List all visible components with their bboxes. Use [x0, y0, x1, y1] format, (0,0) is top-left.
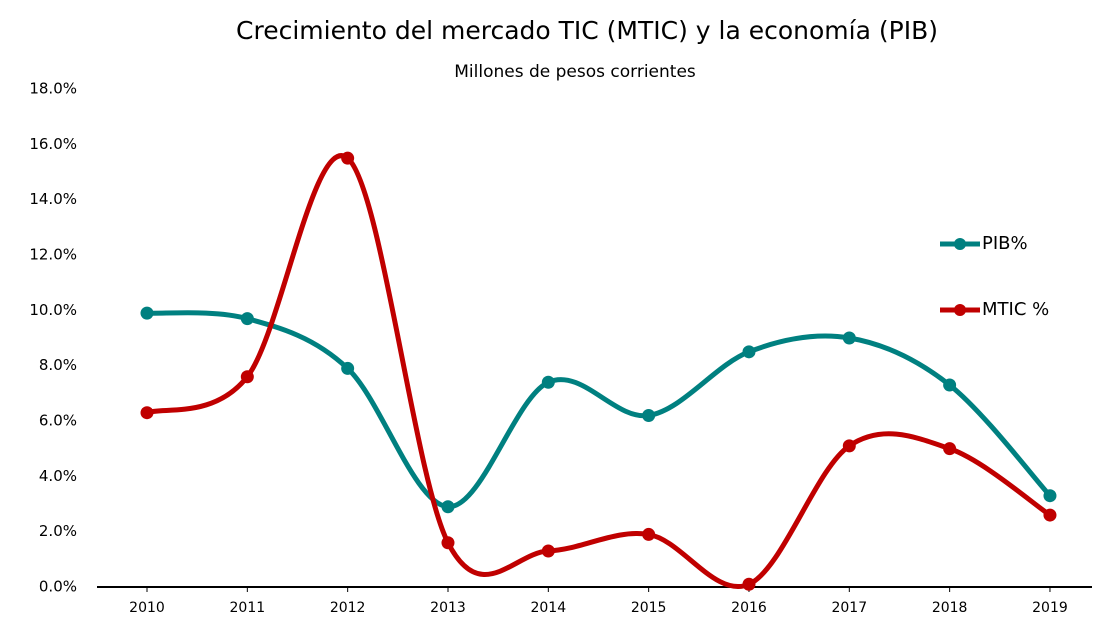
marker: [943, 378, 957, 392]
y-tick-label: 4.0%: [39, 467, 77, 485]
y-tick-label: 14.0%: [29, 190, 77, 208]
y-tick-label: 2.0%: [39, 522, 77, 540]
marker: [943, 442, 957, 456]
marker: [1043, 489, 1057, 503]
legend-marker: [954, 238, 966, 250]
marker: [742, 345, 756, 359]
marker: [441, 500, 455, 514]
legend-marker: [954, 304, 966, 316]
line: [144, 153, 1053, 589]
marker: [140, 306, 154, 320]
x-tick-label: 2012: [330, 600, 366, 616]
marker: [341, 151, 355, 165]
marker: [240, 312, 254, 326]
y-tick-label: 10.0%: [29, 301, 77, 319]
x-tick-label: 2015: [631, 600, 667, 616]
y-tick-label: 18.0%: [29, 80, 77, 98]
y-tick-label: 16.0%: [29, 135, 77, 153]
marker: [842, 439, 856, 453]
x-tick-label: 2014: [530, 600, 566, 616]
y-tick-label: 0.0%: [39, 578, 77, 596]
marker: [140, 406, 154, 420]
marker: [842, 331, 856, 345]
legend-label: MTIC %: [982, 299, 1049, 320]
marker: [1043, 508, 1057, 522]
marker: [441, 536, 455, 550]
x-tick-label: 2010: [129, 600, 165, 616]
legend-label: PIB%: [982, 233, 1028, 254]
y-tick-label: 6.0%: [39, 412, 77, 430]
x-tick-label: 2013: [430, 600, 466, 616]
marker: [341, 361, 355, 375]
marker: [642, 408, 656, 422]
y-tick-label: 8.0%: [39, 356, 77, 374]
x-tick-label: 2019: [1032, 600, 1068, 616]
marker: [742, 577, 756, 591]
x-tick-label: 2016: [731, 600, 767, 616]
x-tick-label: 2011: [230, 600, 266, 616]
line: [144, 310, 1053, 510]
chart-subtitle: Millones de pesos corrientes: [454, 62, 696, 82]
marker: [541, 544, 555, 558]
marker: [240, 370, 254, 384]
x-tick-label: 2018: [932, 600, 968, 616]
x-tick-label: 2017: [831, 600, 867, 616]
marker: [642, 527, 656, 541]
y-tick-label: 12.0%: [29, 246, 77, 264]
chart-title: Crecimiento del mercado TIC (MTIC) y la …: [236, 16, 938, 45]
marker: [541, 375, 555, 389]
